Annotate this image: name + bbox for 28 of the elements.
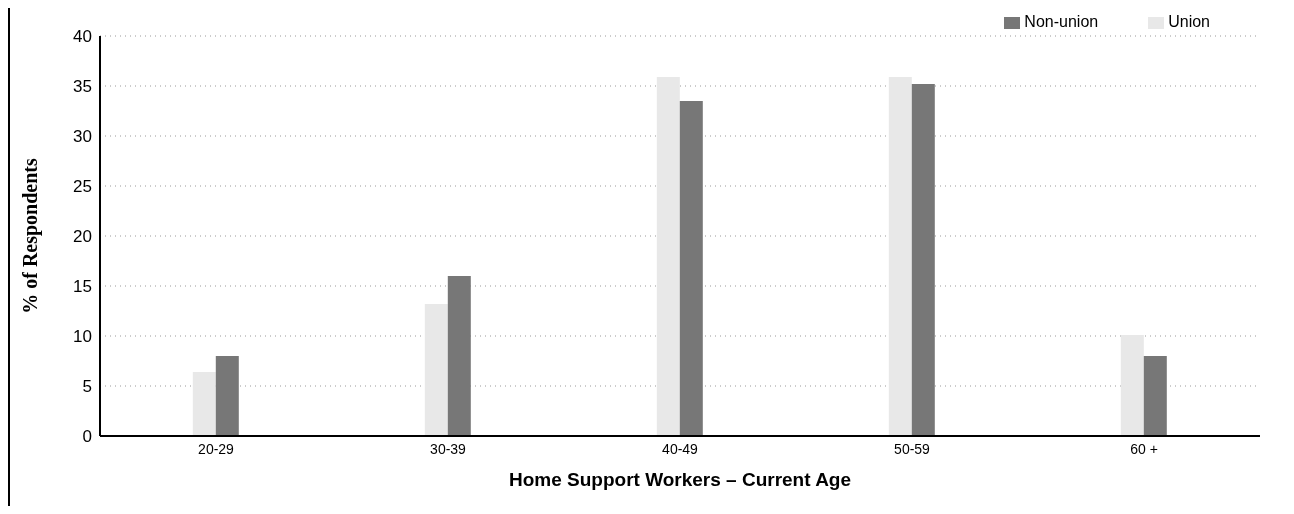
bar (911, 84, 935, 436)
bar (679, 101, 703, 436)
y-tick-label: 15 (73, 277, 92, 297)
y-axis-title: % of Respondents (19, 158, 43, 314)
y-tick-label: 40 (73, 27, 92, 47)
y-tick-label: 10 (73, 327, 92, 347)
x-axis-title: Home Support Workers – Current Age (508, 469, 852, 490)
bar (1120, 335, 1144, 436)
y-tick-label: 0 (82, 427, 92, 447)
bar (192, 372, 216, 436)
legend-label: Non-union (1024, 13, 1099, 30)
y-tick-label: 5 (82, 377, 92, 397)
bar (215, 356, 239, 436)
bar (888, 77, 912, 436)
legend-label: Union (1168, 13, 1210, 30)
bar (656, 77, 680, 436)
y-tick-label: 25 (73, 177, 92, 197)
x-tick-label: 50-59 (894, 440, 931, 457)
bar (447, 276, 471, 436)
y-tick-label: 35 (73, 77, 92, 97)
x-tick-label: 40-49 (662, 440, 699, 457)
x-tick-label: 30-39 (430, 440, 467, 457)
x-tick-label: 20-29 (198, 440, 235, 457)
bar (424, 304, 448, 436)
x-tick-label: 60 + (1130, 440, 1158, 457)
bar (1143, 356, 1167, 436)
y-tick-label: 30 (73, 127, 92, 147)
y-tick-label: 20 (73, 227, 92, 247)
